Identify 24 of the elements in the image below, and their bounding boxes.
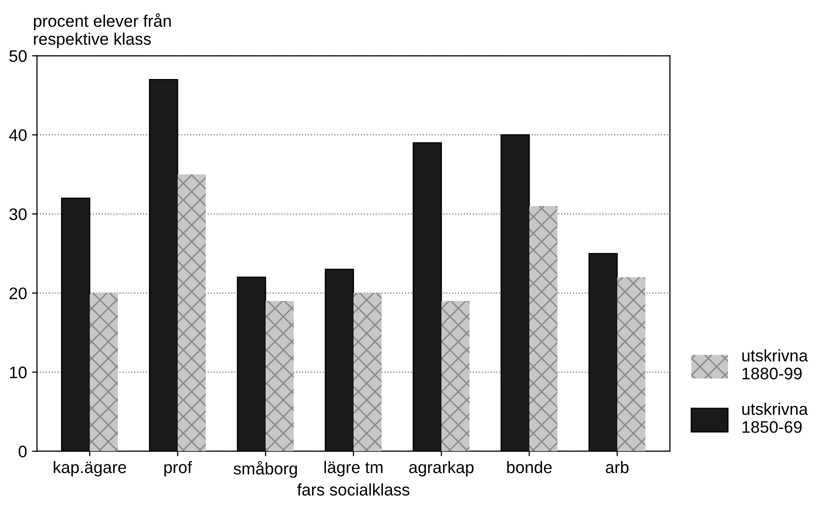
y-tick-label: 20	[10, 287, 27, 300]
y-tick-label: 40	[9, 129, 27, 142]
legend-label: utskrivna 1850-69	[742, 402, 808, 433]
x-axis-title: fars socialklass	[297, 483, 410, 496]
bar	[353, 293, 382, 452]
x-tick-label: prof	[164, 460, 192, 476]
y-axis-title: procent elever från respektive klass	[34, 13, 171, 48]
bar	[617, 277, 646, 452]
y-tick-label: 10	[10, 366, 27, 378]
y-tick-label: 50	[9, 50, 27, 62]
y-tick-label: 0	[18, 446, 27, 458]
x-tick-label: lägre tm	[324, 460, 382, 476]
x-tick-label: bonde	[507, 460, 552, 474]
legend-label: utskrivna 1880-99	[742, 349, 808, 380]
bar	[266, 300, 294, 452]
bar	[178, 174, 206, 452]
x-tick-label: kap.ägare	[54, 460, 126, 476]
x-tick-label: småborg	[234, 460, 297, 478]
bar	[529, 206, 558, 452]
bar	[90, 293, 118, 452]
bar	[441, 300, 470, 452]
x-tick-label: agrarkap	[409, 460, 474, 476]
x-tick-label: arb	[606, 460, 629, 474]
y-tick-label: 30	[9, 208, 27, 220]
